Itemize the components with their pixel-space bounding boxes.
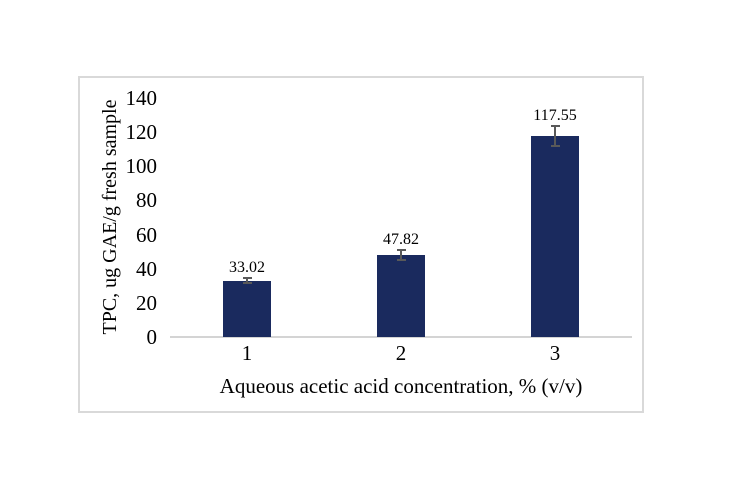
- y-tick-label: 140: [125, 86, 158, 110]
- data-label: 117.55: [533, 107, 577, 125]
- y-tick-label: 80: [136, 188, 157, 213]
- x-tick-label: 3: [549, 341, 561, 365]
- error-bar: [246, 278, 248, 284]
- y-tick-label: 40: [136, 256, 157, 281]
- error-bar-cap-bottom: [242, 282, 252, 285]
- x-tick-label: 2: [395, 341, 407, 365]
- plot-area: 0 20 40 60 80 100 120 140 33.02 1 47.82 2 117.55 3: [80, 78, 642, 411]
- x-tick-label: 1: [241, 341, 253, 365]
- data-label: 33.02: [229, 259, 265, 277]
- chart-frame: TPC, ug GAE/g fresh sample 0 20 40 60 80 100 1…: [78, 76, 644, 413]
- y-tick-label: 20: [136, 290, 157, 315]
- bar: [223, 280, 271, 337]
- x-axis-line: [170, 336, 632, 338]
- error-bar-cap-top: [550, 125, 560, 128]
- y-tick-label: 0: [146, 325, 158, 349]
- data-label: 47.82: [383, 231, 419, 249]
- error-bar: [400, 250, 402, 261]
- y-tick-label: 60: [136, 222, 157, 247]
- x-axis-title: Aqueous acetic acid concentration, % (v/…: [219, 374, 583, 398]
- bar: [377, 255, 425, 337]
- y-tick-label: 100: [125, 154, 158, 179]
- bar: [531, 136, 579, 337]
- error-bar-cap-top: [396, 249, 406, 252]
- error-bar-cap-top: [242, 277, 252, 280]
- y-tick-label: 120: [125, 120, 158, 145]
- error-bar-cap-bottom: [550, 145, 560, 148]
- error-bar: [554, 126, 556, 147]
- error-bar-cap-bottom: [396, 259, 406, 262]
